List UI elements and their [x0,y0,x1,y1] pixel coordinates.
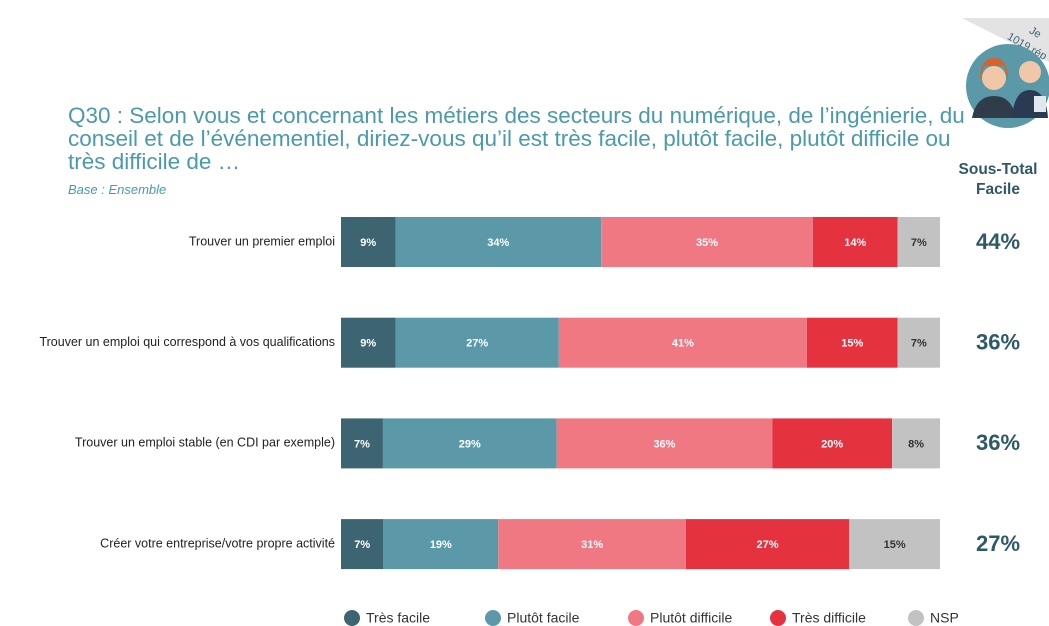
value-label: 9% [360,237,376,249]
value-label: 27% [757,539,779,551]
value-label: 31% [581,539,603,551]
value-label: 7% [911,237,927,249]
legend-label: NSP [930,610,959,626]
legend-swatch [908,610,924,626]
legend-label: Plutôt difficile [650,610,732,626]
value-label: 34% [487,237,509,249]
avatar-icon [982,66,1006,90]
legend-label: Très facile [366,610,430,626]
value-label: 35% [696,237,718,249]
subtotal-label: 44% [976,229,1020,254]
legend-swatch [770,610,786,626]
legend-swatch [344,610,360,626]
legend-swatch [628,610,644,626]
category-label: Trouver un emploi qui correspond à vos q… [39,335,335,349]
subtotal-label: 27% [976,531,1020,556]
category-label: Trouver un emploi stable (en CDI par exe… [75,436,335,450]
avatar-icon [1019,61,1041,83]
subtotal-title-1: Sous-Total [959,161,1038,178]
value-label: 7% [354,438,370,450]
value-label: 7% [911,338,927,350]
legend-swatch [485,610,501,626]
value-label: 14% [844,237,866,249]
chart-subtitle: Base : Ensemble [68,182,166,197]
category-label: Trouver un premier emploi [189,234,335,248]
legend-label: Plutôt facile [507,610,580,626]
avatar-icon [1034,96,1046,112]
value-label: 8% [908,438,924,450]
value-label: 36% [653,438,675,450]
category-label: Créer votre entreprise/votre propre acti… [100,536,335,550]
chart: Je 1019 rép Sous-Total Facile Trouver un… [0,0,1049,626]
page: Je 1019 rép Sous-Total Facile Trouver un… [0,0,1049,626]
value-label: 29% [459,438,481,450]
subtotal-label: 36% [976,430,1020,455]
value-label: 41% [672,338,694,350]
chart-title: Q30 : Selon vous et concernant les métie… [68,104,968,173]
value-label: 9% [360,338,376,350]
value-label: 20% [821,438,843,450]
value-label: 7% [354,539,370,551]
value-label: 15% [841,338,863,350]
legend-label: Très difficile [792,610,866,626]
subtotal-title-2: Facile [976,181,1020,198]
value-label: 15% [884,539,906,551]
subtotal-label: 36% [976,330,1020,355]
value-label: 19% [430,539,452,551]
value-label: 27% [466,338,488,350]
